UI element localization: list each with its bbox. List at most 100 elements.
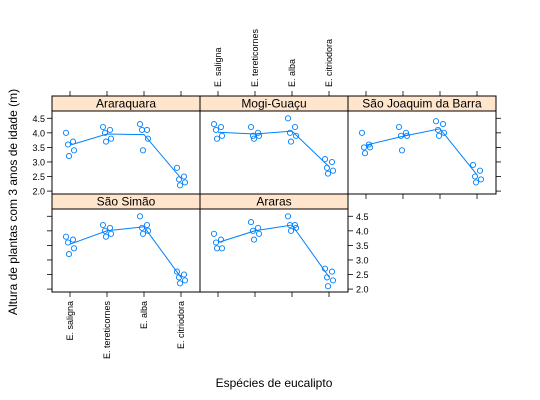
- data-point: [287, 227, 295, 234]
- data-point: [218, 132, 226, 139]
- panel-title: Mogi-Guaçu: [241, 97, 306, 111]
- data-point: [70, 147, 78, 154]
- data-point: [360, 144, 368, 151]
- y-tick-label: 4.0: [356, 226, 369, 236]
- data-point: [181, 277, 189, 284]
- x-tick-label: E. tereticornes: [102, 301, 112, 360]
- data-point: [250, 236, 258, 243]
- y-tick-label: 3.0: [356, 255, 369, 265]
- data-point: [321, 265, 329, 272]
- x-tick-label: E. alba: [287, 59, 297, 87]
- data-point: [62, 129, 70, 136]
- y-tick-label: 3.5: [32, 143, 45, 153]
- data-point: [321, 156, 329, 163]
- data-point: [435, 132, 443, 139]
- series-mean-line: [217, 224, 330, 278]
- data-point: [136, 121, 144, 128]
- y-tick-label: 2.5: [356, 270, 369, 280]
- panel-border: [347, 110, 497, 195]
- panel-araras: Araras: [199, 193, 349, 293]
- data-point: [212, 239, 220, 246]
- data-point: [173, 268, 181, 275]
- data-point: [247, 219, 255, 226]
- data-point: [328, 158, 336, 166]
- data-point: [365, 141, 373, 148]
- data-point: [180, 173, 188, 180]
- y-tick-label: 3.5: [356, 241, 369, 251]
- data-point: [139, 147, 147, 154]
- data-point: [175, 176, 183, 183]
- data-point: [358, 129, 366, 136]
- data-point: [328, 268, 336, 275]
- data-point: [397, 132, 405, 139]
- data-point: [143, 221, 151, 229]
- data-point: [64, 239, 72, 246]
- data-point: [65, 153, 73, 160]
- y-tick-label: 2.0: [32, 187, 45, 197]
- data-point: [107, 230, 115, 237]
- data-point: [324, 283, 332, 290]
- data-point: [434, 126, 442, 133]
- data-point: [476, 167, 484, 174]
- data-point: [144, 135, 152, 142]
- data-point: [138, 126, 146, 133]
- data-point: [64, 141, 72, 148]
- data-point: [291, 123, 299, 131]
- data-point: [106, 126, 114, 133]
- data-point: [176, 182, 184, 189]
- data-point: [366, 144, 374, 151]
- y-axis-title: Altura de plantas com 3 anos de idade (m…: [6, 89, 20, 315]
- panel-s-o-joaquim-da-barra: São Joaquim da Barra: [347, 95, 497, 195]
- y-tick-label: 2.5: [32, 172, 45, 182]
- panel-title: São Simão: [97, 195, 156, 209]
- data-point: [287, 138, 295, 145]
- data-point: [247, 123, 255, 131]
- data-point: [286, 221, 294, 229]
- data-point: [324, 170, 332, 177]
- data-point: [323, 164, 331, 171]
- data-point: [175, 274, 183, 281]
- data-point: [477, 176, 485, 183]
- data-point: [329, 167, 337, 174]
- panel-title: São Joaquim da Barra: [362, 97, 482, 111]
- data-point: [101, 129, 109, 136]
- data-point: [398, 147, 406, 154]
- y-tick-label: 3.0: [32, 157, 45, 167]
- data-point: [329, 277, 337, 284]
- y-tick-label: 2.0: [356, 285, 369, 295]
- y-tick-label: 4.5: [356, 212, 369, 222]
- data-point: [217, 123, 225, 131]
- data-point: [213, 135, 221, 142]
- chart-axes: 2.0 2.5 3.0 3.5 4.0 4.5 2.0 2.5 3.0 3.5 4.0 4.5 E. s…: [32, 28, 501, 359]
- x-tick-label: E. saligna: [65, 301, 75, 341]
- y-tick-label: 4.5: [32, 114, 45, 124]
- x-tick-label: E. citriodora: [176, 301, 186, 349]
- data-point: [99, 221, 107, 229]
- data-point: [99, 123, 107, 131]
- data-point: [254, 129, 262, 136]
- x-tick-label: E. alba: [139, 301, 149, 329]
- data-point: [138, 224, 146, 231]
- data-point: [254, 224, 262, 231]
- data-point: [218, 245, 226, 252]
- data-point: [471, 173, 479, 180]
- x-tick-label: E. citriodora: [324, 39, 334, 87]
- data-point: [69, 138, 77, 145]
- series-mean-line: [69, 226, 182, 278]
- data-point: [469, 161, 477, 168]
- data-point: [176, 280, 184, 287]
- data-point: [472, 179, 480, 186]
- panel-border: [199, 110, 349, 195]
- data-point: [173, 164, 181, 171]
- data-point: [292, 132, 300, 139]
- data-point: [250, 135, 258, 142]
- data-point: [101, 227, 109, 234]
- y-tick-label: 4.0: [32, 128, 45, 138]
- x-axis-title: Espécies de eucalipto: [216, 376, 333, 390]
- series-mean-line: [217, 130, 330, 167]
- series-mean-line: [365, 128, 478, 176]
- data-point: [249, 227, 257, 234]
- series-mean-line: [69, 133, 182, 179]
- panel-s-o-sim-o: São Simão: [51, 193, 201, 293]
- data-point: [180, 271, 188, 278]
